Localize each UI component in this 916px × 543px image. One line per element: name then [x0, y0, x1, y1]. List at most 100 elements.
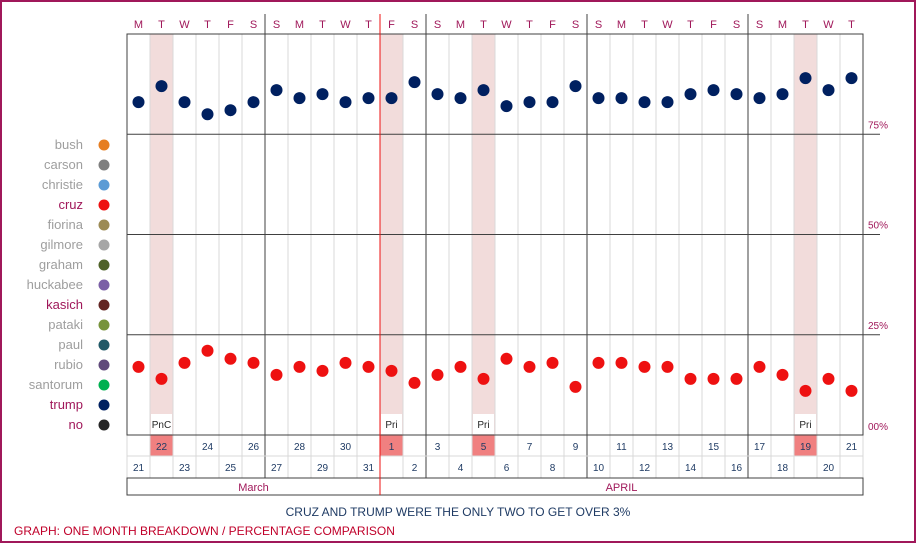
date-label: 12 [639, 463, 651, 474]
date-label: 24 [202, 442, 214, 453]
day-letter: W [823, 19, 834, 31]
legend-label-gilmore: gilmore [40, 237, 83, 252]
date-label: 13 [662, 442, 674, 453]
day-letter: F [549, 19, 556, 31]
day-letter: M [778, 19, 787, 31]
cruz-point [385, 364, 398, 377]
cruz-point [799, 384, 812, 397]
date-label: 21 [846, 442, 858, 453]
legend-label-paul: paul [58, 337, 83, 352]
event-label: PnC [152, 420, 171, 431]
date-label: 22 [156, 442, 168, 453]
trump-point [523, 96, 536, 109]
cruz-point [523, 360, 536, 373]
day-letter: W [501, 19, 512, 31]
highlight-date-cell [472, 435, 495, 456]
cruz-point [454, 360, 467, 373]
trump-point [362, 92, 375, 105]
date-label: 28 [294, 442, 306, 453]
day-letter: W [662, 19, 673, 31]
day-letter: W [179, 19, 190, 31]
trump-point [684, 88, 697, 101]
legend-label-huckabee: huckabee [27, 277, 83, 292]
legend-dot-huckabee [98, 279, 110, 291]
cruz-point [339, 356, 352, 369]
legend-dot-paul [98, 339, 110, 351]
trump-point [615, 92, 628, 105]
trump-point [546, 96, 559, 109]
cruz-point [684, 372, 697, 385]
event-label-bg [473, 414, 494, 434]
day-letter: T [802, 19, 809, 31]
day-letter: S [411, 19, 418, 31]
day-letter: T [365, 19, 372, 31]
date-label: 6 [504, 463, 510, 474]
legend-label-christie: christie [42, 177, 83, 192]
legend-dot-carson [98, 159, 110, 171]
legend-label-rubio: rubio [54, 357, 83, 372]
cruz-point [132, 360, 145, 373]
cruz-point [638, 360, 651, 373]
legend-label-no: no [69, 417, 83, 432]
cruz-point [477, 372, 490, 385]
cruz-point [201, 344, 214, 357]
legend-label-carson: carson [44, 157, 83, 172]
trump-point [799, 72, 812, 85]
legend-dot-trump [98, 399, 110, 411]
date-label: 30 [340, 442, 352, 453]
day-letter: F [710, 19, 717, 31]
trump-point [385, 92, 398, 105]
day-letter: S [733, 19, 740, 31]
legend-label-bush: bush [55, 137, 83, 152]
trump-point [431, 88, 444, 101]
cruz-point [178, 356, 191, 369]
day-letter: M [295, 19, 304, 31]
event-label-bg [795, 414, 816, 434]
day-letter: M [456, 19, 465, 31]
date-label: 20 [823, 463, 835, 474]
event-label-bg [381, 414, 402, 434]
y-tick-label: 25% [868, 321, 888, 332]
date-label: 16 [731, 463, 743, 474]
y-tick-label: 75% [868, 120, 888, 131]
plot-border [126, 33, 864, 436]
cruz-point [155, 372, 168, 385]
day-letter: F [388, 19, 395, 31]
legend-label-graham: graham [39, 257, 83, 272]
day-letter: T [641, 19, 648, 31]
event-label: Pri [385, 420, 397, 431]
trump-point [845, 72, 858, 85]
cruz-point [270, 368, 283, 381]
cruz-point [431, 368, 444, 381]
legend-label-pataki: pataki [48, 317, 83, 332]
date-label: 8 [550, 463, 556, 474]
trump-point [822, 84, 835, 97]
month-label-april: APRIL [606, 482, 638, 494]
date-label: 23 [179, 463, 191, 474]
trump-point [592, 92, 605, 105]
trump-point [201, 108, 214, 121]
legend-label-trump: trump [50, 397, 83, 412]
cruz-point [845, 384, 858, 397]
day-letter: T [687, 19, 694, 31]
event-label: Pri [799, 420, 811, 431]
cruz-point [293, 360, 306, 373]
date-label: 19 [800, 442, 812, 453]
cruz-point [500, 352, 513, 365]
trump-point [293, 92, 306, 105]
day-letter: S [595, 19, 602, 31]
date-label: 18 [777, 463, 789, 474]
date-label: 3 [435, 442, 441, 453]
trump-point [247, 96, 260, 109]
cruz-point [822, 372, 835, 385]
cruz-point [753, 360, 766, 373]
trump-point [155, 80, 168, 93]
date-label: 4 [458, 463, 464, 474]
day-letter: S [756, 19, 763, 31]
cruz-point [776, 368, 789, 381]
cruz-point [362, 360, 375, 373]
trump-point [569, 80, 582, 93]
legend-dot-no [98, 419, 110, 431]
